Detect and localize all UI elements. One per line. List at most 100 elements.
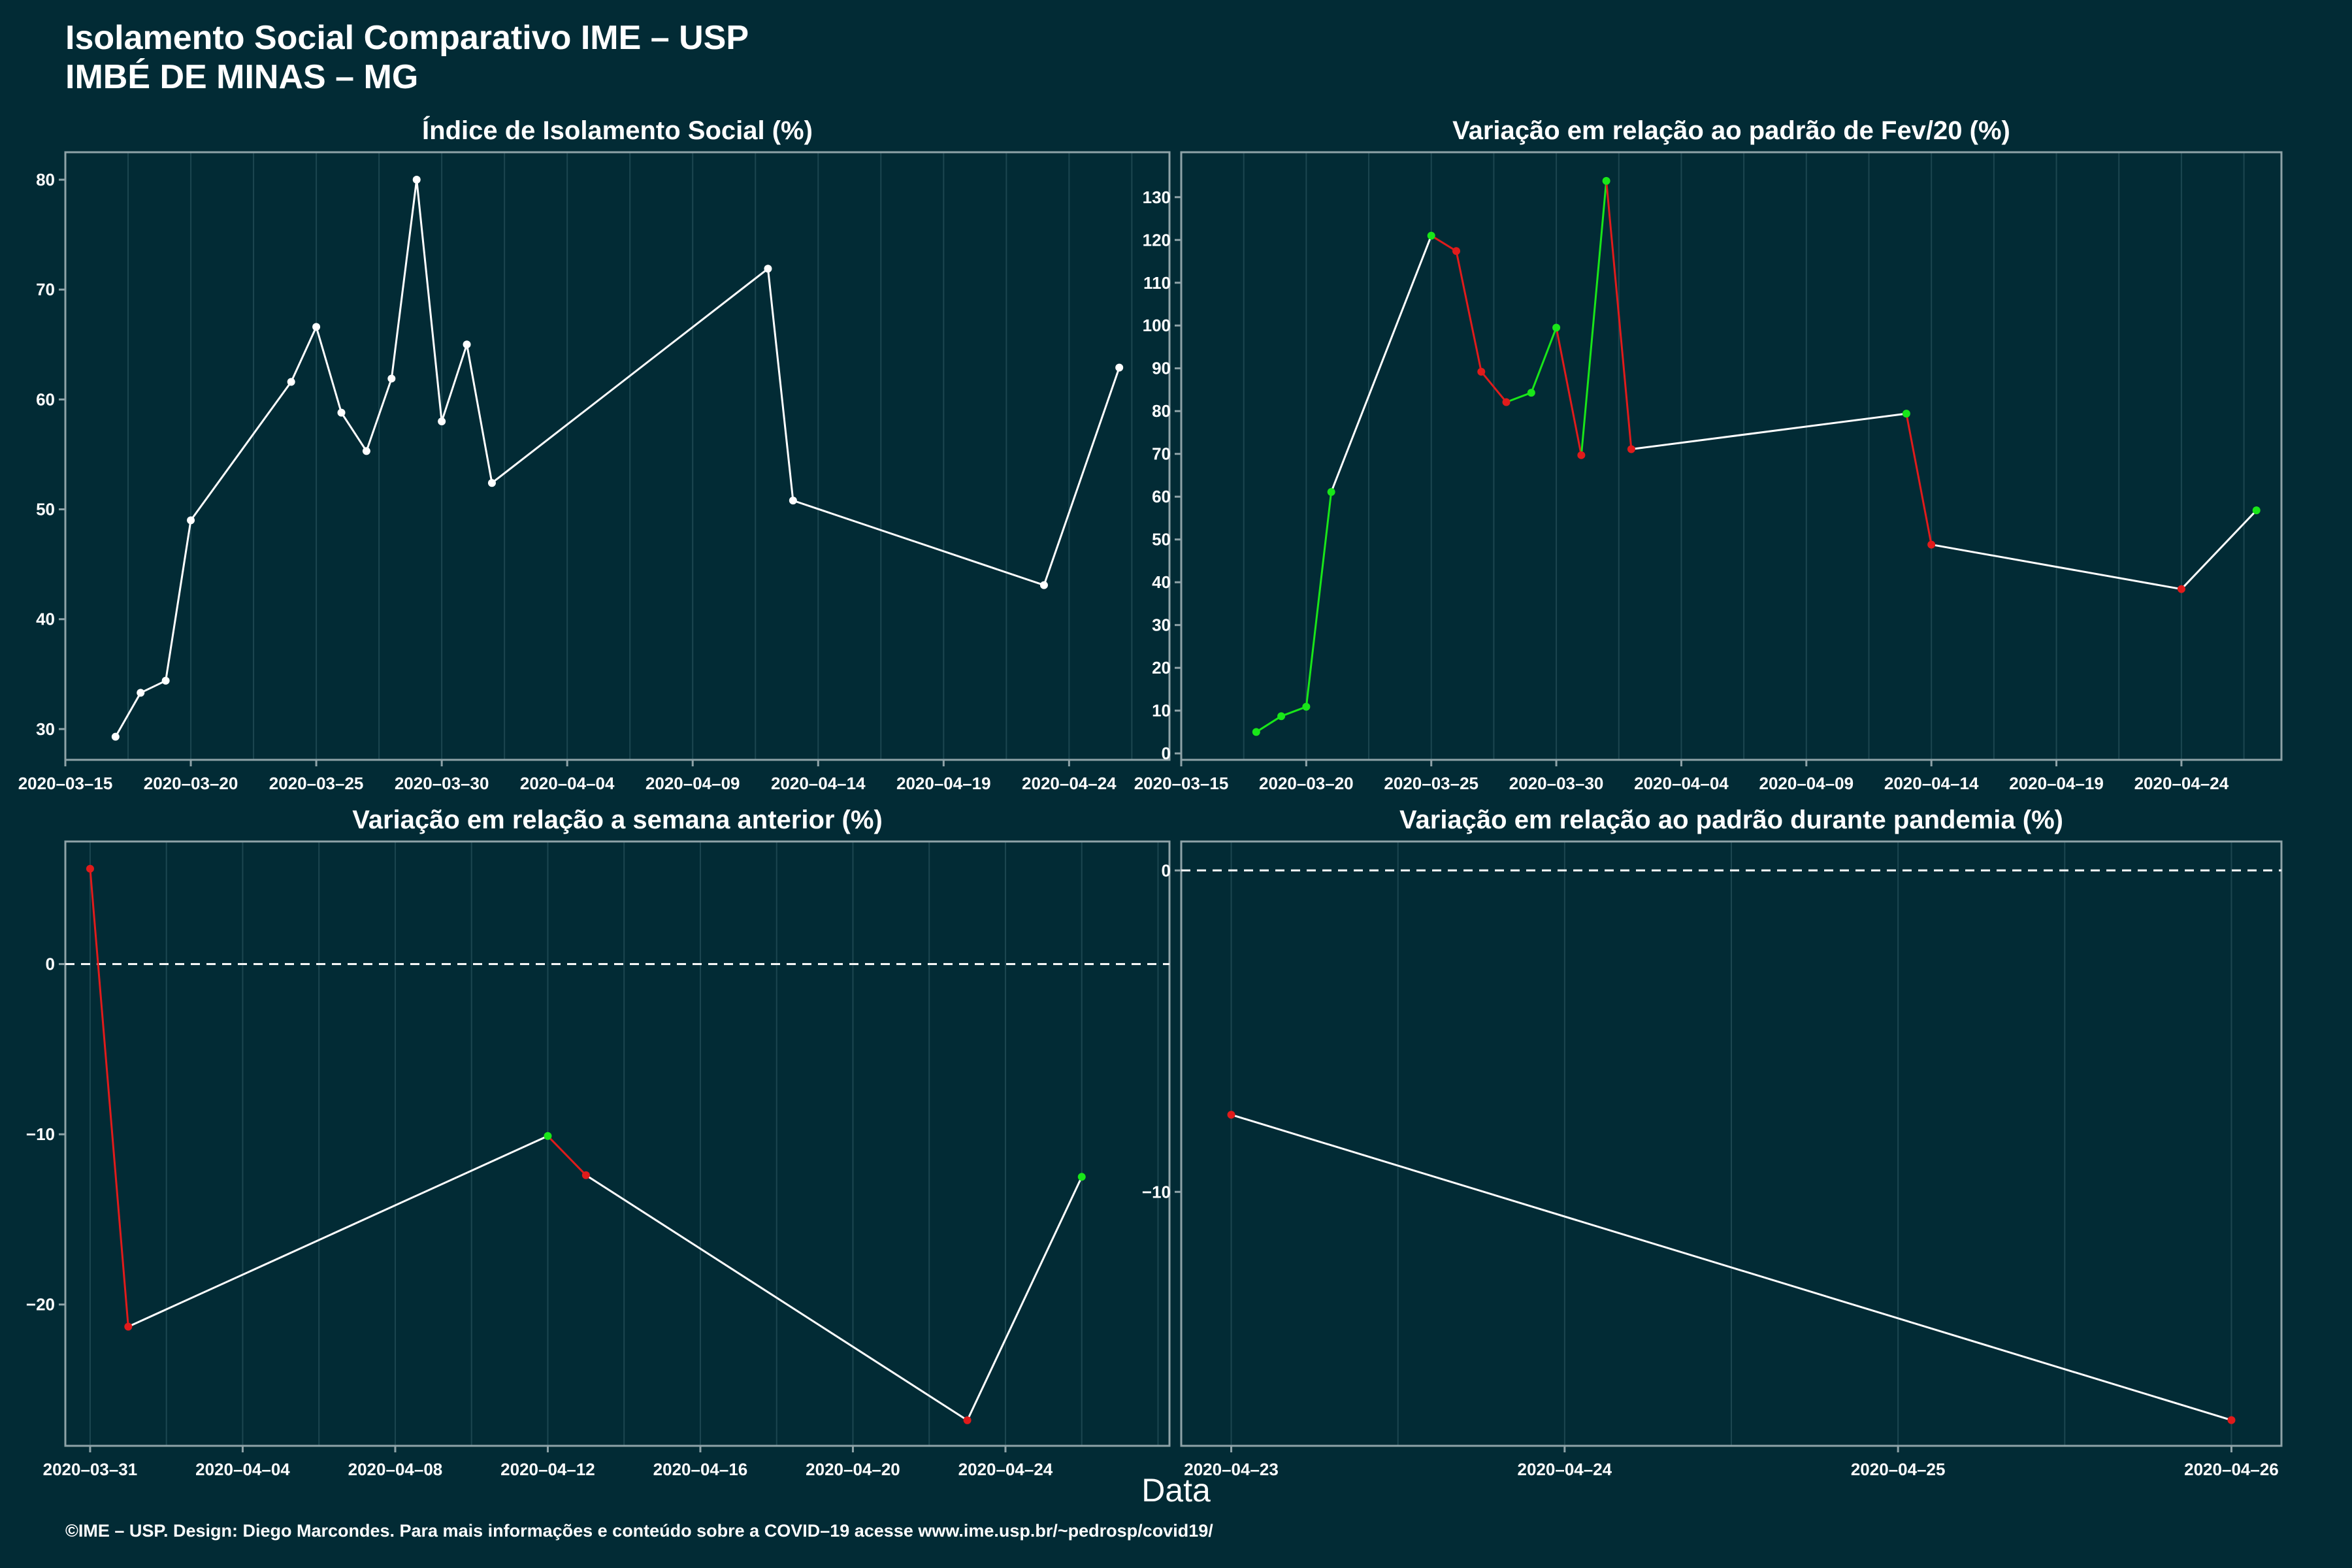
y-tick-label: 100: [1143, 316, 1171, 335]
y-tick-label: 40: [36, 610, 55, 629]
y-tick-label: 120: [1143, 230, 1171, 250]
x-tick-label: 2020–04–24: [1022, 774, 1117, 793]
series-segment: [315, 326, 342, 413]
y-tick-label: 0: [46, 955, 55, 974]
data-point: [287, 378, 295, 386]
series-segment: [1530, 327, 1558, 393]
x-tick-label: 2020–04–24: [2134, 774, 2229, 793]
series-segment: [1631, 412, 1907, 451]
data-point: [111, 732, 120, 741]
series-segment: [1256, 715, 1282, 733]
y-tick-label: 90: [1152, 359, 1171, 378]
x-tick-label: 2020–04–14: [1884, 774, 1979, 793]
data-point: [86, 864, 94, 873]
y-tick-label: 40: [1152, 572, 1171, 592]
data-point: [1115, 363, 1124, 372]
data-point: [1277, 712, 1286, 721]
data-point: [2252, 506, 2261, 515]
panel-title-var-pandemia: Variação em relação ao padrão durante pa…: [1399, 806, 2063, 834]
series-segment: [1231, 1113, 2232, 1422]
plot-frame: [1180, 151, 2283, 761]
series-segment: [1555, 327, 1582, 455]
x-tick-label: 2020–03–30: [1509, 774, 1604, 793]
series-segment: [1931, 544, 2182, 591]
plot-frame: [64, 151, 1171, 761]
y-tick-label: 0: [1162, 860, 1171, 880]
x-tick-label: 2020–03–30: [395, 774, 489, 793]
data-point: [789, 497, 797, 505]
data-point: [1552, 323, 1561, 332]
x-tick-label: 2020–03–15: [1134, 774, 1229, 793]
series-segment: [89, 868, 129, 1327]
plot-frame: [64, 840, 1171, 1447]
y-tick-label: −20: [26, 1295, 55, 1315]
data-point: [1577, 451, 1586, 459]
x-tick-label: 2020–04–25: [1851, 1460, 1946, 1479]
data-point: [137, 689, 145, 697]
data-point: [438, 417, 446, 426]
y-tick-label: −10: [1142, 1182, 1171, 1201]
y-tick-label: 60: [1152, 487, 1171, 506]
series-segment: [1455, 250, 1482, 372]
panel-title-var-fev20: Variação em relação ao padrão de Fev/20 …: [1452, 116, 2010, 145]
panel-title-isolamento: Índice de Isolamento Social (%): [422, 116, 813, 145]
chart-var-semana: −20 −10 0 2020–03–31 2020–04–04 2020–04–08 202…: [26, 840, 1171, 1479]
y-tick-label: 70: [36, 280, 55, 299]
data-point: [1077, 1173, 1086, 1181]
y-tick-label: 30: [36, 719, 55, 739]
series-segment: [340, 412, 368, 452]
x-tick-label: 2020–04–16: [653, 1460, 748, 1479]
series-segment: [114, 692, 142, 738]
series-segment: [466, 344, 493, 483]
x-tick-label: 2020–04–24: [1518, 1460, 1612, 1479]
panel-title-var-semana: Variação em relação a semana anterior (%…: [352, 806, 883, 834]
series-segment: [165, 520, 192, 681]
data-point: [1452, 247, 1460, 255]
y-tick-label: 70: [1152, 444, 1171, 464]
series-segment: [585, 1174, 968, 1422]
y-tick-label: 50: [36, 500, 55, 519]
data-point: [312, 323, 321, 331]
data-point: [544, 1132, 552, 1140]
data-point: [1602, 176, 1610, 185]
series-segment: [140, 679, 167, 694]
y-tick-label: 60: [36, 389, 55, 409]
series-segment: [1305, 491, 1333, 707]
y-tick-label: 20: [1152, 658, 1171, 678]
series-segment: [416, 179, 443, 422]
y-tick-label: 110: [1143, 273, 1171, 293]
data-point: [1527, 389, 1535, 397]
series-segment: [365, 378, 393, 451]
x-tick-label: 2020–03–15: [18, 774, 113, 793]
x-axis-label: Data: [1141, 1472, 1211, 1509]
data-point: [1302, 702, 1311, 711]
x-tick-label: 2020–04–19: [2009, 774, 2104, 793]
data-point: [581, 1171, 590, 1179]
y-tick-label: 30: [1152, 615, 1171, 635]
chart-var-pandemia: −10 0 2020–04–23 2020–04–24 2020–04–25 2020–0…: [1142, 840, 2283, 1479]
y-tick-label: 130: [1143, 188, 1171, 207]
series-segment: [966, 1176, 1083, 1421]
data-point: [1039, 581, 1048, 589]
series-segment: [1430, 235, 1457, 252]
x-tick-label: 2020–04–20: [806, 1460, 900, 1479]
data-point: [387, 374, 396, 383]
x-tick-label: 2020–04–14: [771, 774, 866, 793]
data-point: [337, 408, 346, 417]
data-point: [161, 676, 170, 685]
series-segment: [1905, 413, 1933, 545]
x-tick-label: 2020–04–04: [195, 1460, 290, 1479]
footer-credits: ©IME – USP. Design: Diego Marcondes. Par…: [65, 1521, 1213, 1541]
data-point: [1327, 488, 1335, 497]
data-point: [362, 447, 370, 455]
x-tick-label: 2020–03–31: [43, 1460, 138, 1479]
series-segment: [440, 344, 468, 422]
data-point: [124, 1322, 133, 1331]
series-segment: [1480, 371, 1507, 403]
series-segment: [766, 269, 794, 501]
series-segment: [792, 499, 1045, 587]
data-point: [412, 176, 421, 184]
series-segment: [1043, 367, 1120, 586]
data-point: [1477, 367, 1486, 376]
